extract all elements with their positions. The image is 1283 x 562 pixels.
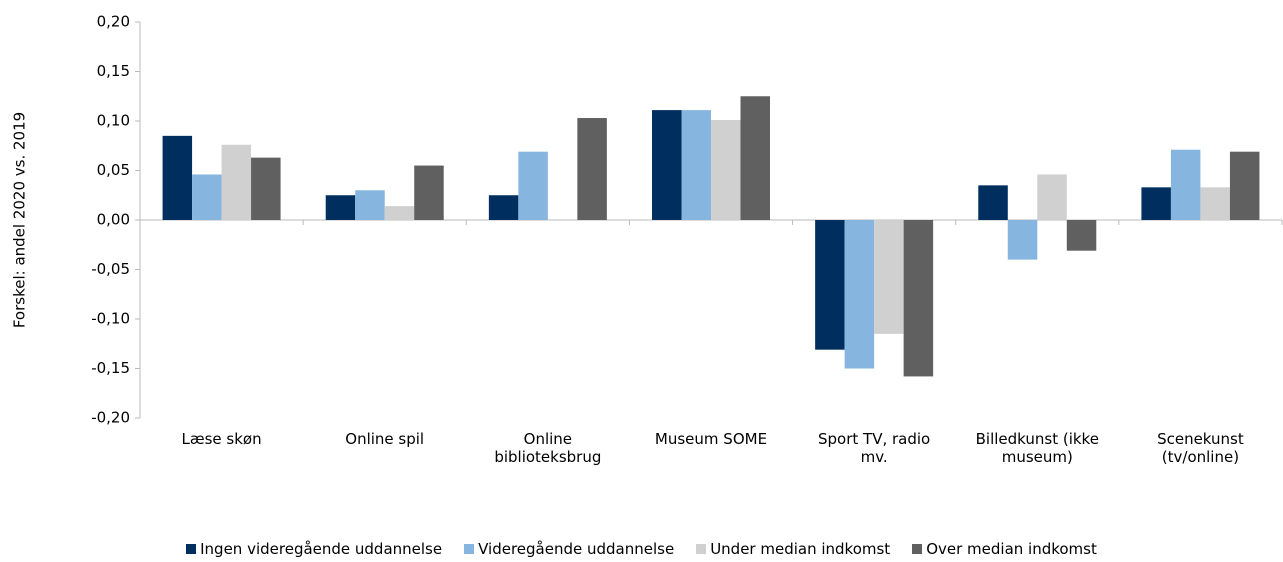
legend-item: Videregående uddannelse: [464, 540, 674, 558]
y-tick-label: -0,20: [91, 409, 130, 427]
legend-swatch: [186, 544, 197, 554]
bar: [844, 220, 875, 369]
bar: [192, 174, 222, 220]
y-tick-label: 0,20: [97, 13, 130, 31]
bar: [355, 190, 385, 220]
y-tick-label: 0,00: [97, 211, 130, 229]
bar: [251, 157, 281, 220]
bar: [1200, 187, 1230, 220]
bar: [815, 220, 845, 350]
legend-swatch: [464, 544, 475, 554]
x-tick-label: Sport TV, radio mv.: [818, 430, 931, 466]
y-tick-label: 0,10: [97, 112, 130, 130]
x-tick-label: Online biblioteksbrug: [494, 430, 602, 466]
bar: [711, 120, 741, 220]
bar: [1037, 174, 1067, 220]
bar: [1066, 220, 1097, 251]
bar: [1141, 187, 1171, 220]
bar: [1007, 220, 1038, 260]
y-tick-label: -0,05: [91, 260, 130, 278]
bar: [518, 151, 548, 220]
x-tick-label: Scenekunst (tv/online): [1157, 430, 1244, 466]
bar: [740, 96, 770, 220]
bar: [384, 206, 415, 220]
bar: [488, 195, 519, 220]
x-tick-label: Museum SOME: [654, 430, 768, 448]
legend: Ingen videregående uddannelse Videregåend…: [0, 540, 1283, 558]
y-axis-label: Forskel: andel 2020 vs. 2019: [11, 112, 29, 328]
bar: [1229, 151, 1260, 220]
legend-label: Videregående uddannelse: [478, 540, 675, 558]
x-tick-label: Billedkunst (ikke museum): [975, 430, 1099, 466]
y-tick-label: 0,15: [97, 62, 130, 80]
bar: [903, 220, 934, 377]
bar: [978, 185, 1008, 220]
legend-item: Over median indkomst: [912, 540, 1097, 558]
x-tick-label: Online spil: [345, 430, 425, 448]
bar: [162, 135, 193, 220]
x-tick-label: Læse skøn: [181, 430, 262, 448]
legend-item: Under median indkomst: [696, 540, 890, 558]
bar: [1170, 149, 1201, 220]
bar: [577, 118, 607, 220]
bar: [221, 144, 252, 220]
legend-label: Over median indkomst: [926, 540, 1097, 558]
bar: [681, 110, 711, 220]
y-tick-label: -0,15: [91, 359, 130, 377]
bar: [874, 220, 904, 334]
bar: [325, 195, 356, 220]
bar: [652, 110, 682, 220]
legend-label: Ingen videregående uddannelse: [200, 540, 443, 558]
legend-swatch: [912, 544, 923, 554]
legend-swatch: [696, 544, 707, 554]
legend-item: Ingen videregående uddannelse: [186, 540, 442, 558]
y-tick-label: -0,10: [91, 310, 130, 328]
bar: [414, 165, 444, 220]
legend-label: Under median indkomst: [710, 540, 891, 558]
y-tick-label: 0,05: [97, 161, 130, 179]
